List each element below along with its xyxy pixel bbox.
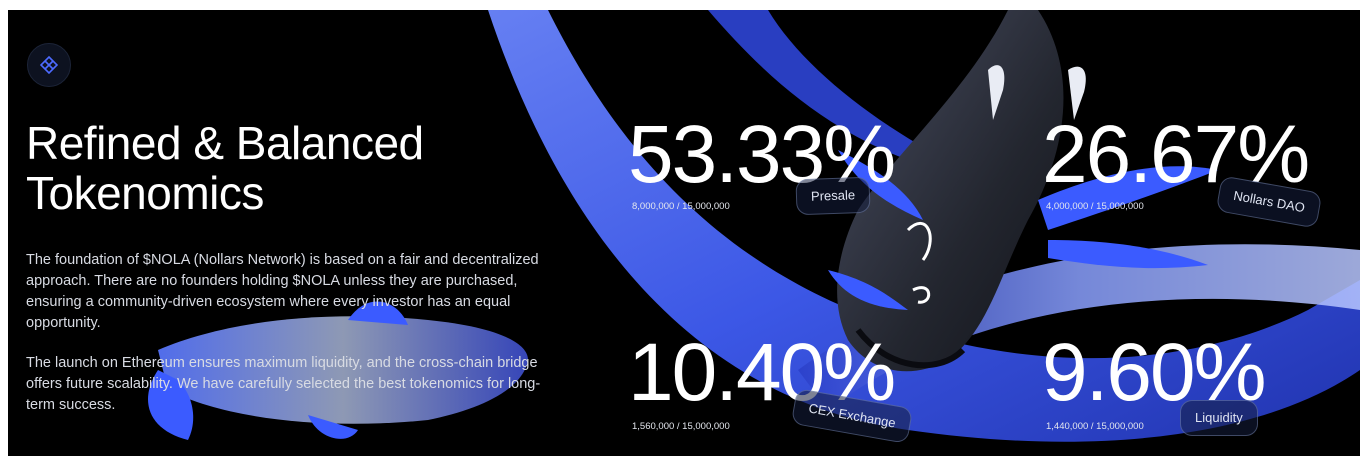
liquidity-label: Liquidity xyxy=(1180,400,1258,436)
presale-amount: 8,000,000 / 15,000,000 xyxy=(632,201,730,212)
liquidity-amount: 1,440,000 / 15,000,000 xyxy=(1046,421,1144,432)
dao-amount: 4,000,000 / 15,000,000 xyxy=(1046,201,1144,212)
dao-percent: 26.67% xyxy=(1042,109,1310,200)
title-line-2: Tokenomics xyxy=(26,167,264,219)
title-line-1: Refined & Balanced xyxy=(26,117,424,169)
liquidity-percent: 9.60% xyxy=(1042,327,1267,418)
description-paragraph-1: The foundation of $NOLA (Nollars Network… xyxy=(26,252,539,331)
diamond-grid-icon xyxy=(40,56,58,74)
catfish-artwork xyxy=(148,10,1360,442)
cex-amount: 1,560,000 / 15,000,000 xyxy=(632,421,730,432)
page-title: Refined & Balanced Tokenomics xyxy=(26,118,546,218)
badge xyxy=(27,43,71,87)
description-paragraph-2: The launch on Ethereum ensures maximum l… xyxy=(26,355,541,413)
tokenomics-section: Refined & Balanced Tokenomics The founda… xyxy=(8,10,1360,456)
presale-label: Presale xyxy=(795,176,871,216)
